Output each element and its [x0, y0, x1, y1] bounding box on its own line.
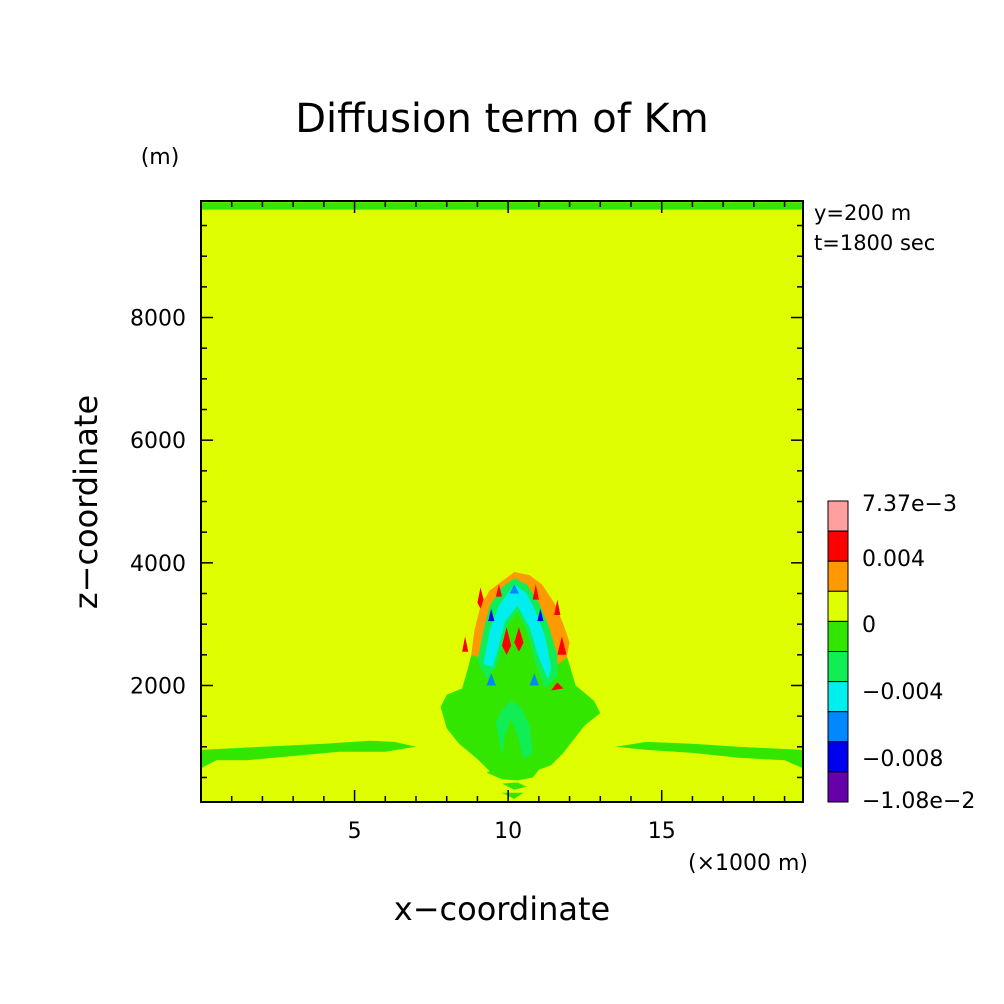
colorbar-level-8 [827, 741, 849, 773]
contour-region-10 [495, 700, 533, 760]
contour-region-13 [532, 584, 539, 600]
annotation-y-value: y=200 m [814, 201, 911, 225]
colorbar-label-max: 7.37e−3 [862, 492, 957, 517]
colorbar-level-3 [827, 590, 849, 622]
x-axis-label: x−coordinate [394, 890, 610, 928]
plot-frame [200, 200, 804, 803]
y-tick-label-8000: 8000 [130, 307, 186, 332]
colorbar-level-7 [827, 711, 849, 743]
colorbar-labels: 7.37e−3 0.004 0 −0.004 −0.008 −1.08e−2 [862, 492, 975, 814]
x-tick-label-15: 15 [648, 819, 676, 844]
contour-region-7 [471, 572, 570, 668]
colorbar-label-zero: 0 [862, 613, 876, 638]
colorbar-level-6 [827, 681, 849, 713]
colorbar-level-1 [827, 530, 849, 562]
contour-region-8 [477, 578, 558, 689]
colorbar-label-0.004: 0.004 [862, 547, 925, 572]
contour-region-11 [477, 587, 484, 609]
y-axis-label: z−coordinate [67, 395, 105, 609]
contour-region-0 [201, 202, 803, 210]
contour-region-12 [495, 584, 502, 597]
contour-region-14 [554, 599, 561, 615]
y-tick-label-4000: 4000 [130, 552, 186, 577]
contour-regions [201, 202, 803, 799]
colorbar-label-neg-0.008: −0.008 [862, 747, 943, 772]
colorbar-level-9 [827, 771, 849, 803]
plot-area [200, 200, 804, 803]
colorbar-label-neg-0.004: −0.004 [862, 680, 943, 705]
y-tick-label-6000: 6000 [130, 429, 186, 454]
x-tick-labels: 5 10 15 [348, 819, 676, 844]
y-unit-label: (m) [141, 145, 180, 170]
contour-region-21 [537, 608, 544, 622]
contour-region-15 [462, 636, 469, 652]
contour-region-18 [514, 627, 524, 652]
contour-region-4 [486, 768, 539, 781]
chart-title: Diffusion term of Km [295, 96, 709, 142]
annotation-time: t=1800 sec [814, 231, 935, 255]
contour-region-20 [488, 608, 495, 622]
contour-region-1 [201, 740, 416, 769]
colorbar-label-min: −1.08e−2 [862, 789, 975, 814]
contour-region-6 [502, 792, 524, 799]
x-tick-label-10: 10 [494, 819, 522, 844]
x-unit-label: (×1000 m) [688, 851, 808, 876]
y-tick-label-2000: 2000 [130, 674, 186, 699]
y-tick-labels: 2000 4000 6000 8000 [130, 307, 186, 700]
colorbar-level-2 [827, 560, 849, 592]
x-tick-label-5: 5 [348, 819, 362, 844]
contour-region-24 [509, 584, 519, 594]
contour-region-22 [486, 673, 496, 686]
contour-region-2 [615, 741, 803, 769]
contour-region-23 [529, 673, 539, 686]
contour-region-16 [557, 636, 567, 655]
contour-region-19 [551, 682, 564, 691]
contour-region-5 [502, 782, 527, 790]
contour-region-9 [483, 584, 552, 680]
colorbar-level-4 [827, 620, 849, 653]
colorbar-level-5 [827, 651, 849, 683]
contour-region-17 [502, 627, 512, 655]
colorbar-level-0 [827, 500, 849, 532]
colorbar [827, 500, 849, 803]
